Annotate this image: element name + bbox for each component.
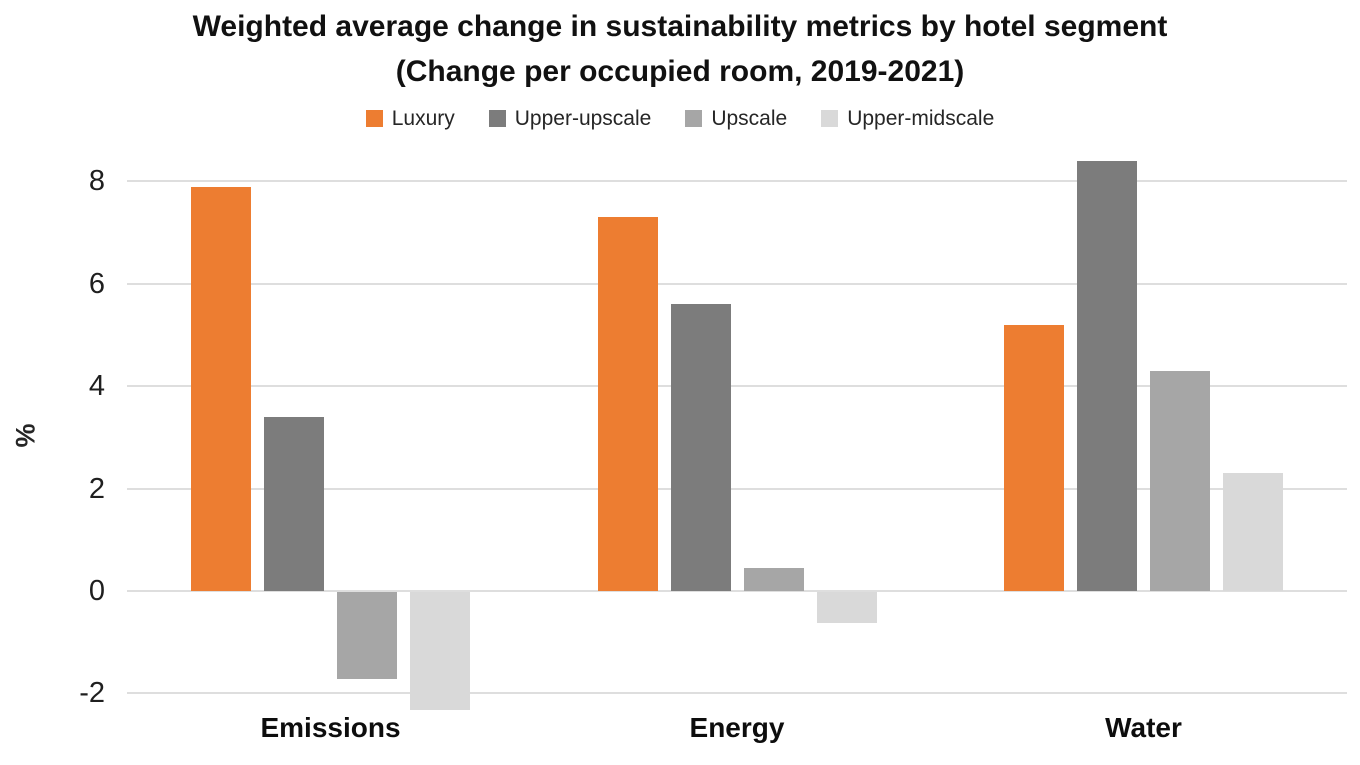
legend: Luxury Upper-upscale Upscale Upper-midscale [0,108,1360,129]
category-label-emissions: Emissions [260,712,401,743]
legend-label: Upscale [711,107,788,130]
bar-emissions-luxury [191,186,251,591]
bar-emissions-upper-upscale [264,416,324,591]
legend-swatch-icon [365,110,383,127]
y-tick-label-0: 0 [88,575,105,607]
legend-swatch-icon [821,110,839,127]
legend-swatch-icon [685,110,703,127]
bar-emissions-upscale [337,592,397,680]
legend-item-upper-upscale: Upper-upscale [488,107,652,130]
gridline-6 [127,282,1347,285]
bar-water-luxury [1004,324,1064,591]
legend-label: Upper-midscale [847,107,995,130]
category-label-energy: Energy [689,712,785,743]
gridline--2 [127,692,1347,695]
bar-emissions-upper-midscale [410,592,470,710]
legend-item-luxury: Luxury [365,107,455,130]
bar-water-upscale [1150,370,1210,591]
y-tick-label--2: -2 [79,677,105,710]
legend-label: Luxury [391,107,455,130]
legend-label: Upper-upscale [514,107,652,130]
legend-item-upper-midscale: Upper-midscale [821,108,994,129]
bar-energy-upper-upscale [670,304,731,591]
gridline-0 [127,590,1347,592]
category-label-water: Water [1105,712,1182,743]
y-tick-label-2: 2 [88,472,105,505]
bar-water-upper-midscale [1223,473,1283,591]
y-tick-label-6: 6 [88,267,105,300]
legend-item-upscale: Upscale [685,108,787,129]
legend-swatch-icon [488,110,506,127]
gridline-4 [127,385,1347,388]
gridline-8 [127,180,1347,183]
bar-energy-upper-midscale [816,592,877,623]
bar-energy-luxury [597,217,658,591]
y-tick-label-4: 4 [88,370,105,403]
bar-energy-upscale [743,567,804,591]
chart-title: Weighted average change in sustainabilit… [192,10,1168,88]
bar-water-upper-upscale [1077,160,1137,591]
gridline-2 [127,487,1347,490]
y-tick-label-8: 8 [88,165,105,198]
